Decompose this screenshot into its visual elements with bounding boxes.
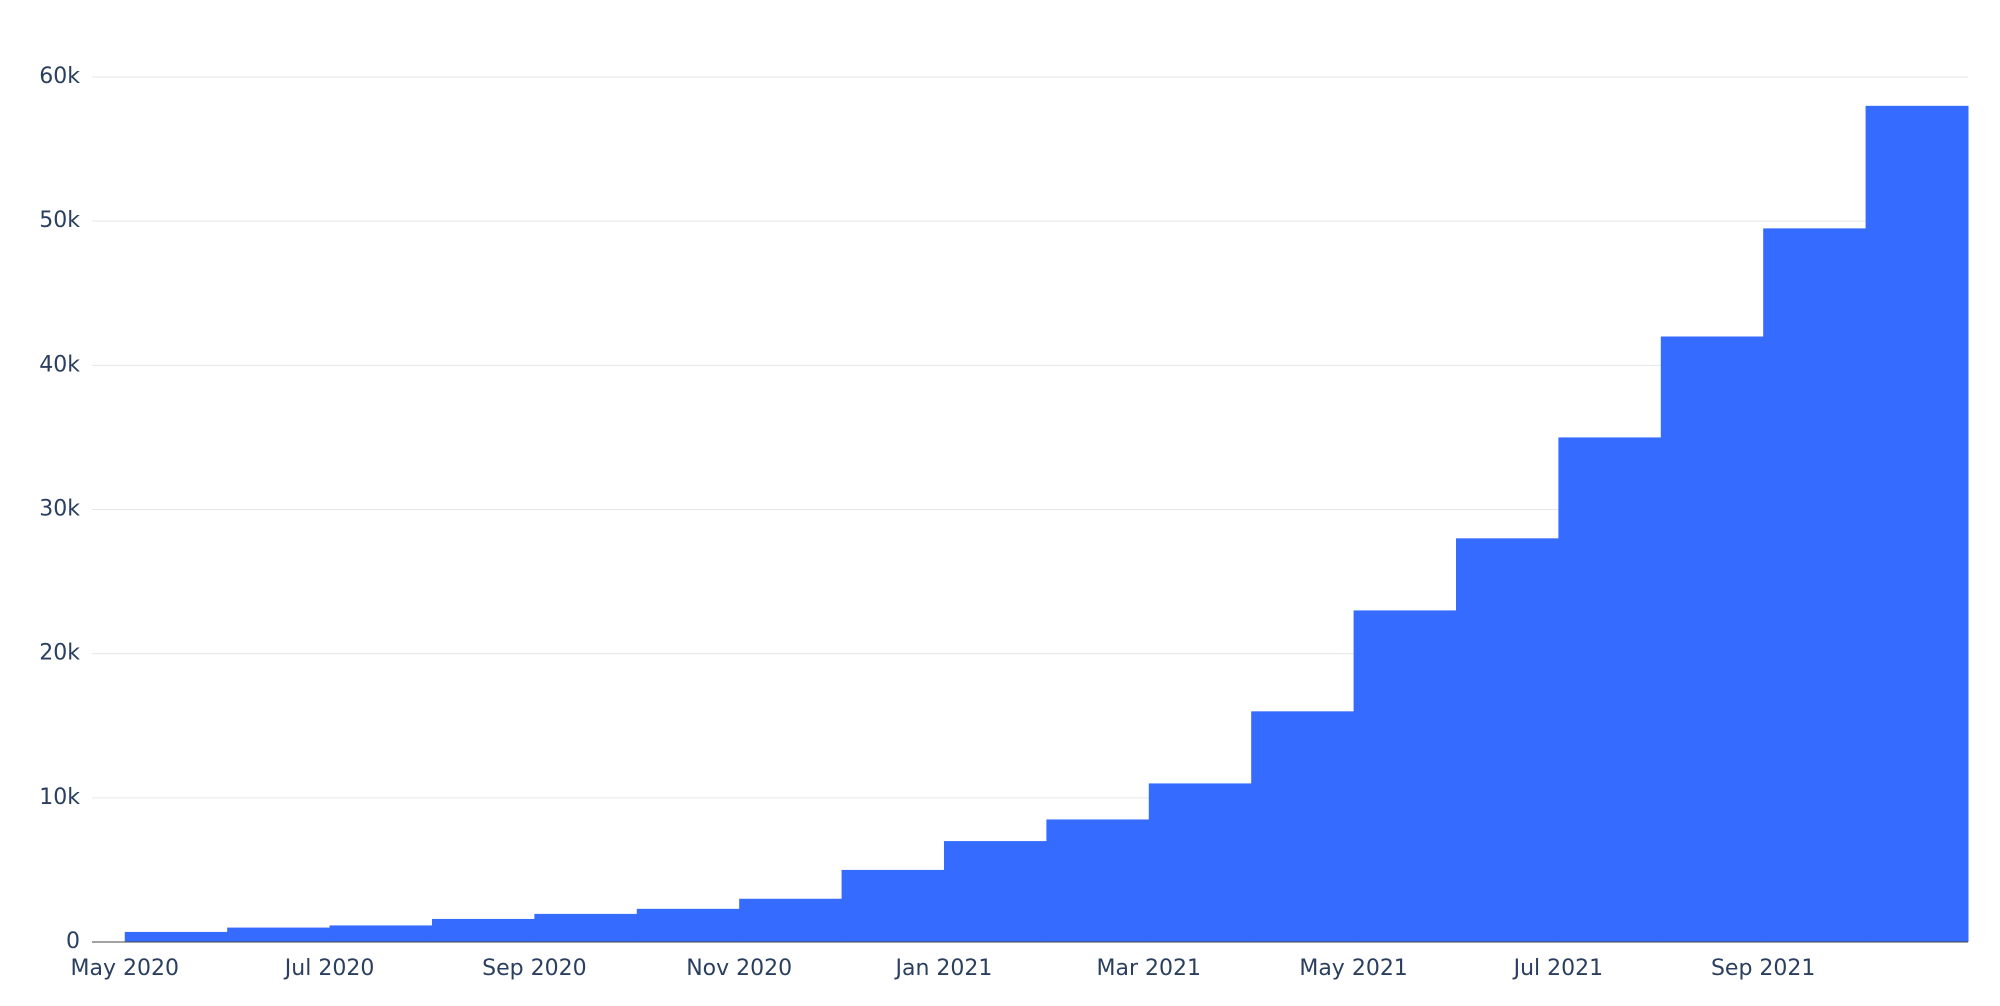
y-tick-label: 0 (66, 929, 80, 954)
bar (124, 931, 228, 942)
x-tick-label: May 2020 (71, 956, 179, 981)
bar (227, 927, 331, 942)
bar (943, 841, 1047, 942)
bar (1455, 538, 1559, 942)
bar (1865, 105, 1969, 943)
x-tick-label: Sep 2020 (482, 956, 586, 981)
bar (1763, 228, 1867, 942)
bar (1046, 819, 1150, 942)
bar (1353, 610, 1457, 942)
bar (1148, 783, 1252, 942)
bar (431, 918, 535, 942)
bar (1558, 437, 1662, 942)
y-tick-label: 30k (39, 497, 80, 522)
bar (329, 925, 433, 942)
x-tick-label: Mar 2021 (1097, 956, 1202, 981)
bar (1660, 336, 1764, 942)
x-tick-label: May 2021 (1299, 956, 1407, 981)
y-tick-label: 10k (39, 785, 80, 810)
y-tick-label: 60k (39, 64, 80, 89)
y-tick-label: 50k (39, 208, 80, 233)
bar (739, 898, 843, 942)
y-tick-label: 20k (39, 641, 80, 666)
bar (1251, 711, 1355, 942)
x-tick-label: Jul 2021 (1512, 956, 1604, 981)
y-tick-label: 40k (39, 352, 80, 377)
x-tick-label: Nov 2020 (686, 956, 792, 981)
x-tick-label: Jul 2020 (283, 956, 375, 981)
x-tick-label: Sep 2021 (1711, 956, 1815, 981)
x-tick-label: Jan 2021 (894, 956, 993, 981)
bar (841, 869, 945, 942)
bar (636, 908, 740, 942)
bar (534, 913, 638, 942)
